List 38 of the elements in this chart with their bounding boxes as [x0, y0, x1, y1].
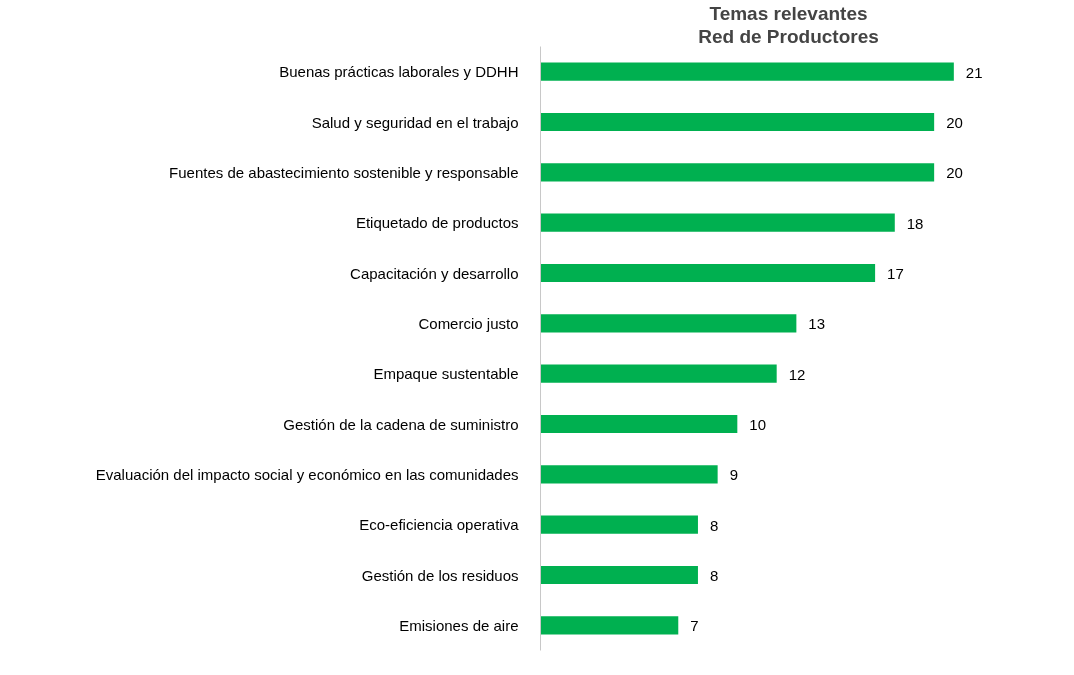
data-label: 17 [887, 265, 904, 282]
bar [540, 616, 679, 635]
data-label: 18 [906, 214, 924, 232]
y-tick-label: Fuentes de abastecimiento sostenible y responsable [169, 163, 519, 181]
chart-subtitle: Red de Productores [698, 25, 879, 47]
y-tick-label: Etiquetado de productos [355, 214, 519, 232]
y-tick-label: Comercio justo [418, 314, 519, 332]
y-tick-label: Capacitación y desarrollo [350, 264, 519, 282]
data-label: 21 [965, 63, 983, 81]
data-label: 7 [690, 617, 699, 635]
y-tick-label: Buenas prácticas laborales y DDHH [279, 63, 519, 81]
data-label: 8 [709, 516, 719, 534]
chart-title: Temas relevantes [709, 2, 868, 24]
y-tick-label: Empaque sustentable [373, 365, 519, 383]
data-label: 20 [946, 164, 963, 182]
bar [540, 314, 797, 333]
y-tick-label: Evaluación del impacto social y económico en las comunidades [95, 465, 519, 483]
y-tick-label: Eco-eficiencia operativa [359, 516, 520, 534]
bar [540, 465, 718, 484]
bar [540, 163, 935, 182]
data-label: 13 [808, 315, 826, 333]
bar [540, 515, 698, 534]
data-label: 20 [946, 114, 963, 131]
y-tick-label: Gestión de la cadena de suministro [283, 415, 519, 433]
data-label: 9 [729, 466, 738, 484]
data-label: 12 [788, 365, 806, 383]
bar [540, 62, 954, 81]
bar [540, 414, 738, 434]
bar [540, 213, 895, 232]
y-tick-label: Salud y seguridad en el trabajo [311, 113, 519, 131]
data-label: 8 [709, 567, 719, 584]
bar [540, 565, 698, 585]
bar [540, 364, 777, 383]
y-tick-label: Gestión de los residuos [361, 566, 519, 584]
data-label: 10 [749, 416, 767, 433]
y-tick-label: Emisiones de aire [399, 616, 519, 634]
bar [540, 263, 876, 283]
bar [540, 112, 935, 132]
